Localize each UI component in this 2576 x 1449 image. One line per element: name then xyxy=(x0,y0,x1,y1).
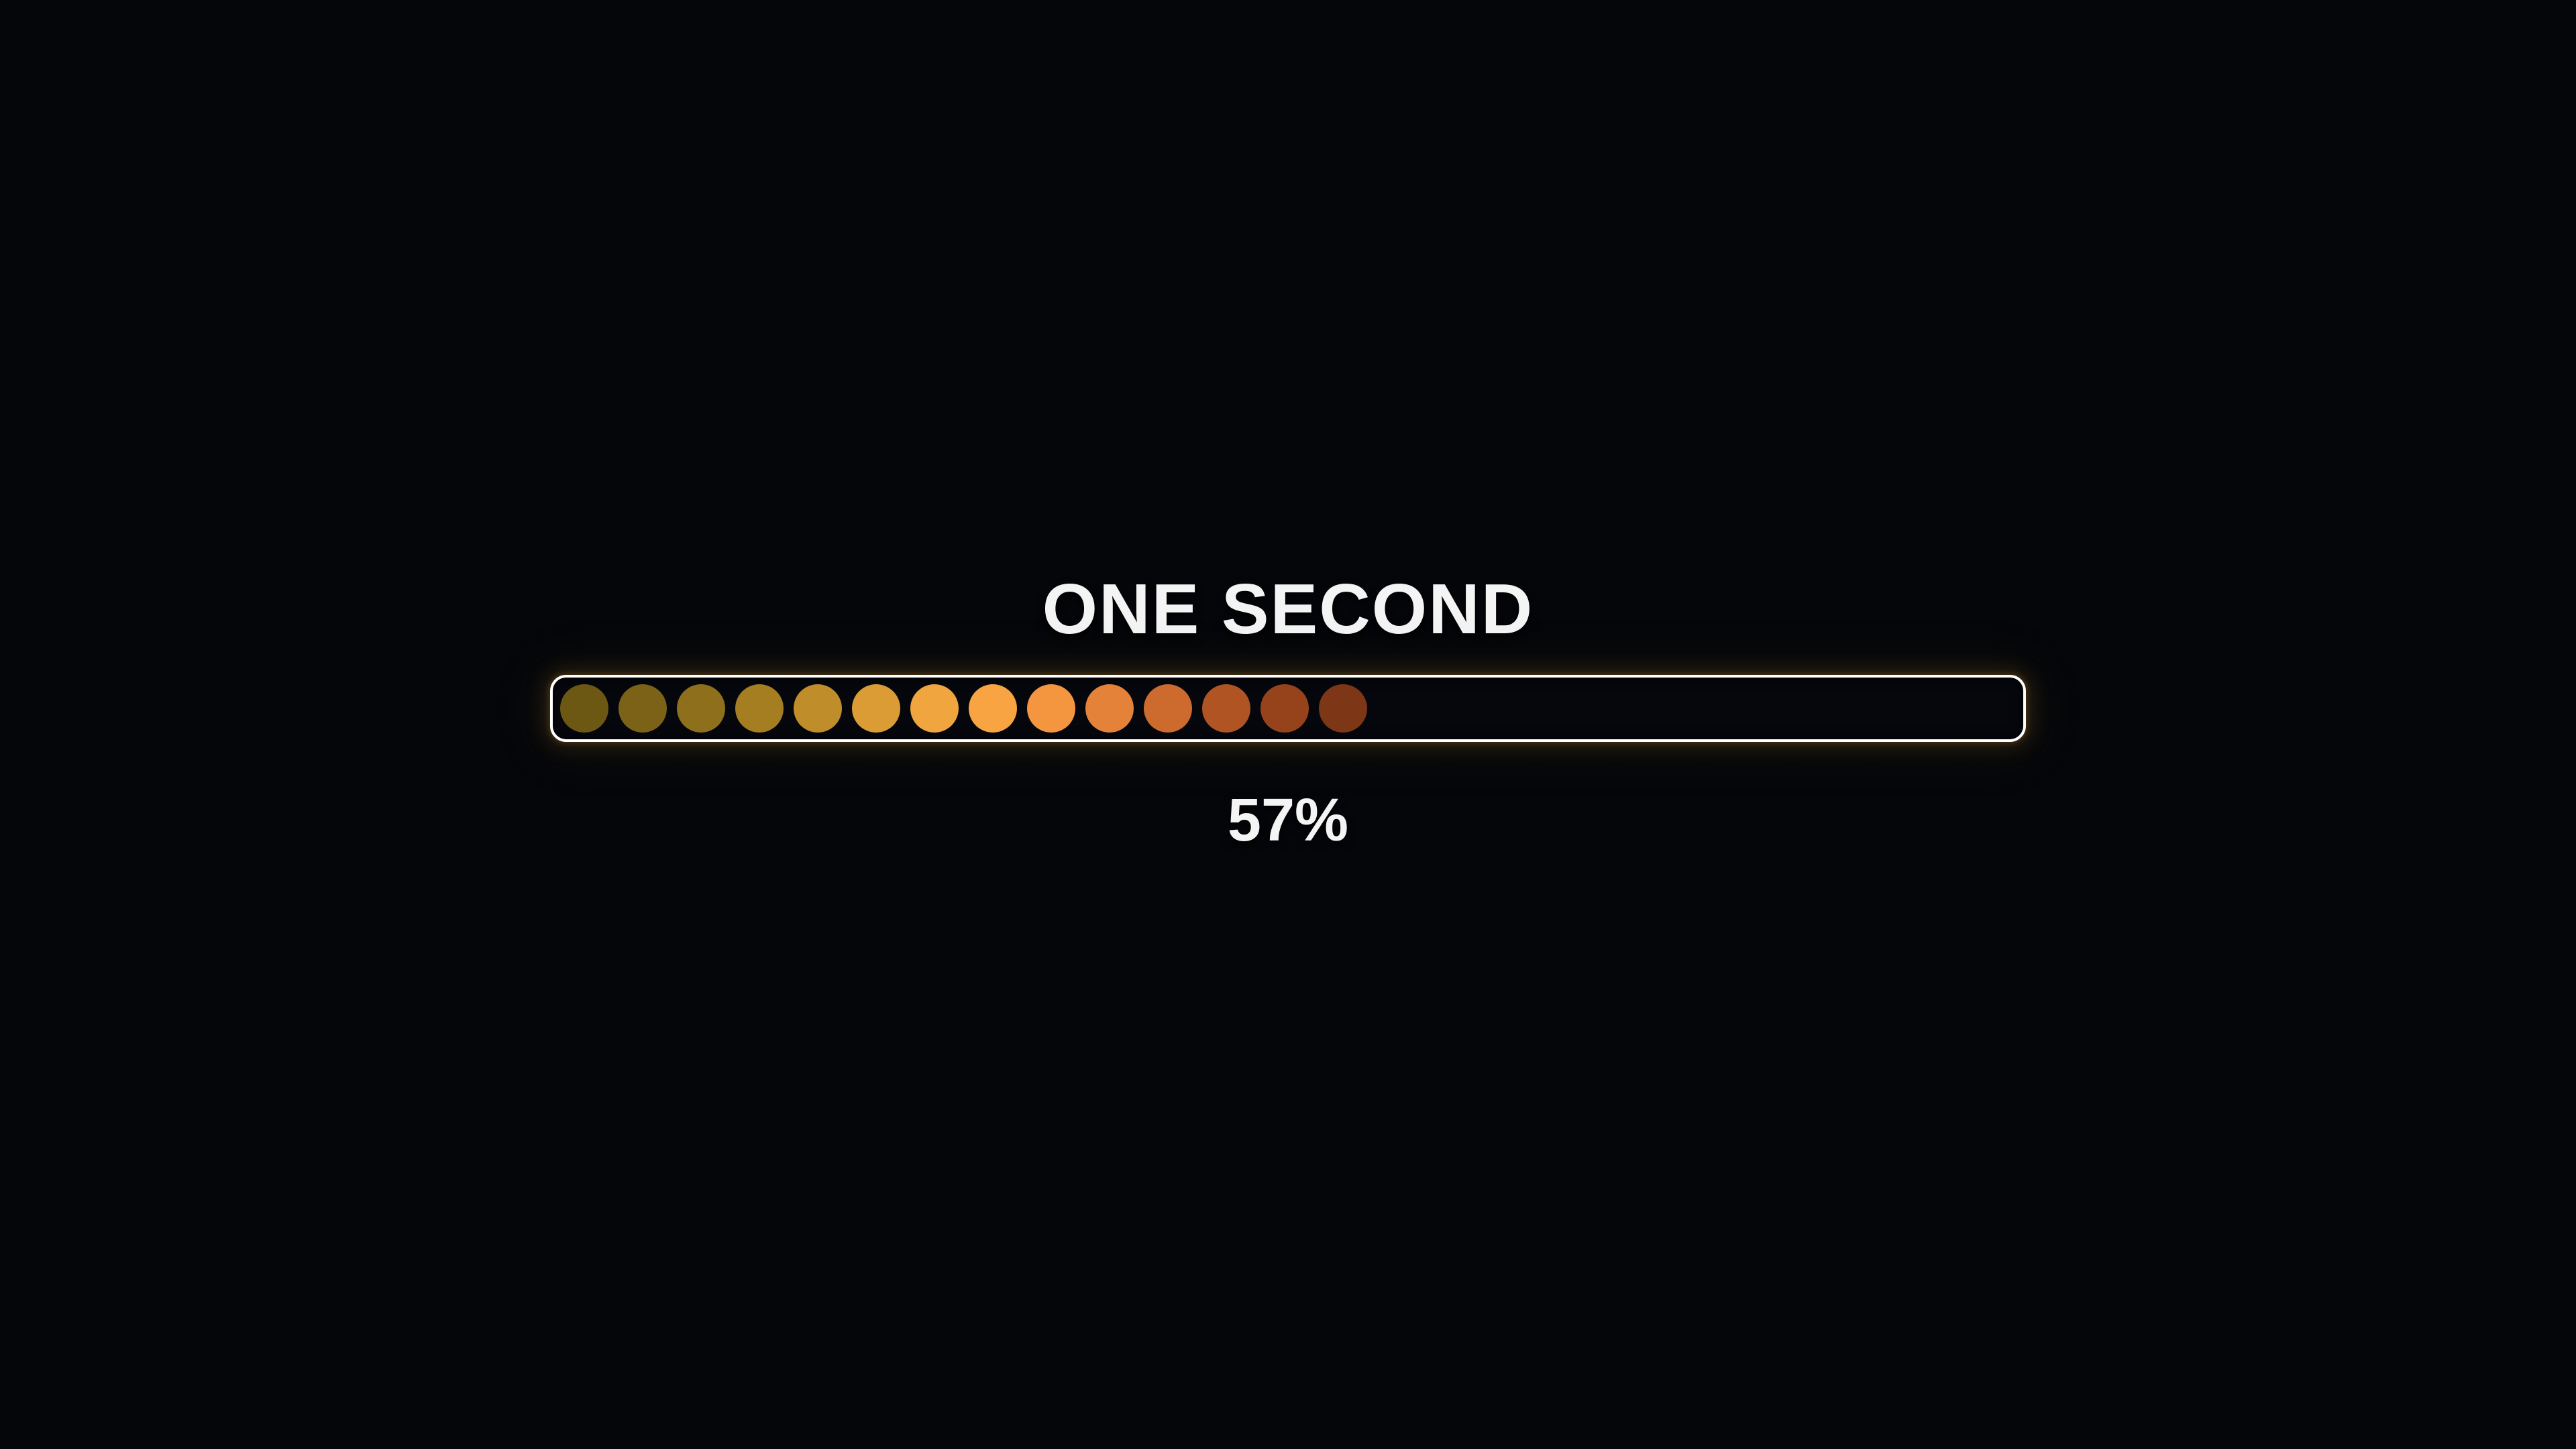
progress-dot xyxy=(1085,684,1134,733)
progress-dots xyxy=(560,684,1367,733)
progress-dot xyxy=(560,684,608,733)
progress-dot xyxy=(619,684,667,733)
progress-dot xyxy=(1202,684,1250,733)
progress-dot xyxy=(1319,684,1367,733)
loader-group: ONE SECOND 57% xyxy=(550,569,2026,855)
progress-percent-label: 57% xyxy=(1227,787,1349,855)
progress-bar xyxy=(550,675,2026,743)
progress-dot xyxy=(969,684,1017,733)
progress-dot xyxy=(1027,684,1075,733)
progress-dot xyxy=(852,684,900,733)
progress-dot xyxy=(677,684,725,733)
progress-dot xyxy=(735,684,784,733)
page-title: ONE SECOND xyxy=(1042,570,1534,649)
progress-dot xyxy=(910,684,959,733)
progress-dot xyxy=(1260,684,1309,733)
progress-dot xyxy=(1144,684,1192,733)
progress-dot xyxy=(794,684,842,733)
